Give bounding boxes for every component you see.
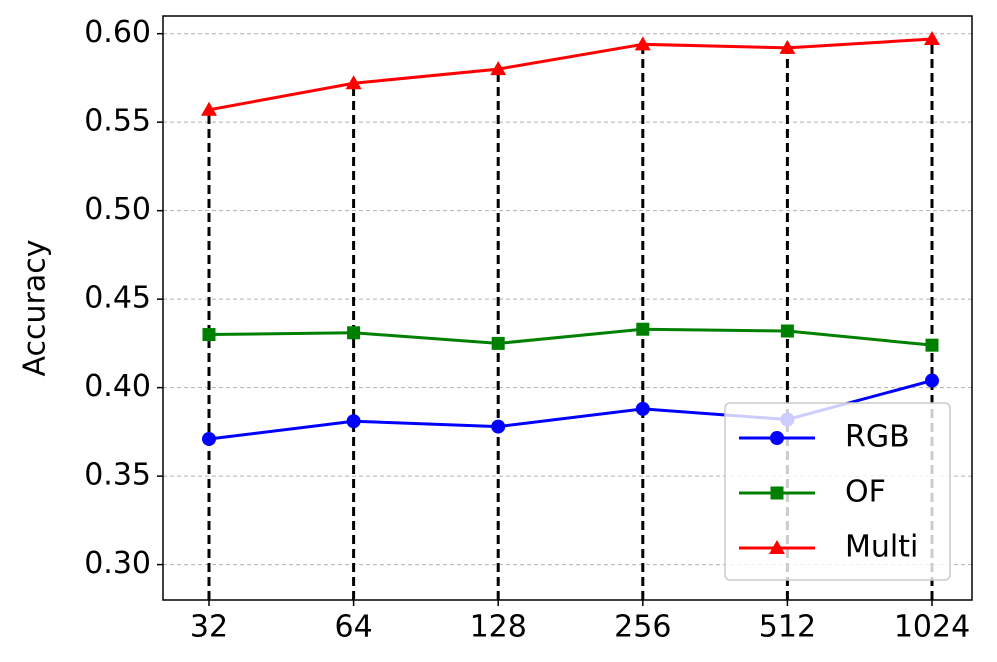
x-tick-label: 128 [470,610,527,645]
legend: RGB OF Multi [724,402,951,581]
x-tick-label: 256 [614,610,671,645]
marker [924,31,940,46]
marker [202,431,216,446]
marker [770,486,784,500]
y-tick-label: 0.40 [84,369,151,404]
x-tick-label: 1024 [894,610,970,645]
y-axis-label: Accuracy [18,240,53,377]
legend-box [724,402,951,581]
marker [634,36,651,51]
marker [779,39,796,54]
y-tick-label: 0.30 [84,546,151,581]
x-tick-label: 32 [190,610,228,645]
marker [345,75,362,90]
marker [202,328,216,342]
marker [201,101,217,116]
series-line [208,327,933,347]
marker [780,324,794,338]
x-tick-label: 512 [759,610,816,645]
y-tick-label: 0.55 [84,104,151,139]
marker [635,401,650,416]
marker [925,373,939,388]
series-line [208,37,933,112]
marker [770,431,784,445]
plot-frame [162,15,973,601]
y-tick-label: 0.35 [84,458,151,493]
x-tick-label: 64 [335,610,373,645]
marker [347,326,361,340]
legend-label: Multi [845,530,918,565]
marker [636,322,650,336]
legend-label: OF [845,475,886,510]
marker [490,61,507,76]
marker [925,338,939,352]
marker [769,540,785,554]
marker [491,419,506,434]
y-tick-label: 0.50 [84,192,151,227]
legend-label: RGB [845,420,910,455]
y-tick-label: 0.60 [84,15,151,50]
marker [491,336,505,350]
marker [346,414,361,429]
y-tick-label: 0.45 [84,281,151,316]
